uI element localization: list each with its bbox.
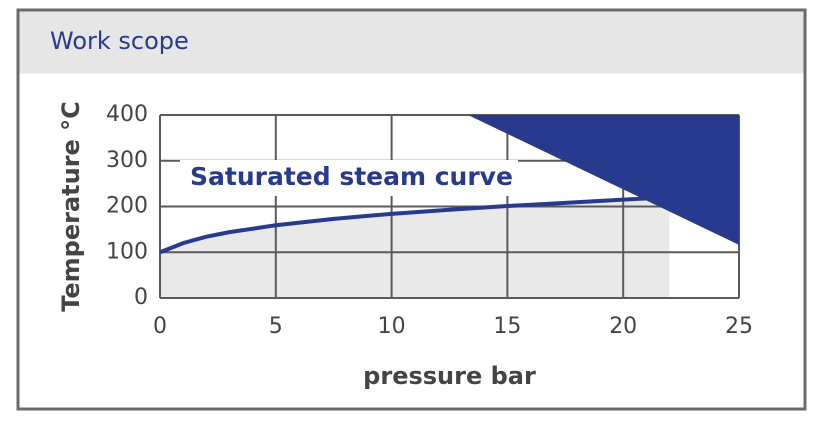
annotation: Saturated steam curve (190, 162, 513, 191)
y-tick-label: 300 (106, 148, 148, 173)
steam-curve (159, 195, 670, 255)
y-tick-label: 400 (106, 102, 148, 127)
y-tick-label: 100 (106, 239, 148, 264)
work-region (468, 115, 739, 245)
x-tick-label: 20 (609, 314, 637, 339)
y-tick-label: 0 (134, 285, 148, 310)
panel-title: Work scope (50, 27, 189, 55)
y-tick-label: 200 (106, 194, 148, 219)
x-tick-label: 5 (269, 314, 283, 339)
annotation-background (180, 160, 518, 196)
y-axis-title: Temperature °C (57, 101, 85, 312)
x-tick-label: 0 (153, 314, 167, 339)
x-tick-label: 10 (378, 314, 406, 339)
x-axis-title: pressure bar (363, 362, 536, 390)
x-tick-label: 15 (493, 314, 521, 339)
chart: 0 5 10 15 20 25 0 100 200 300 400 Saturated steam c… (57, 101, 753, 390)
panel-header (19, 11, 804, 74)
x-tick-label: 25 (725, 314, 753, 339)
curve-area (160, 197, 670, 298)
